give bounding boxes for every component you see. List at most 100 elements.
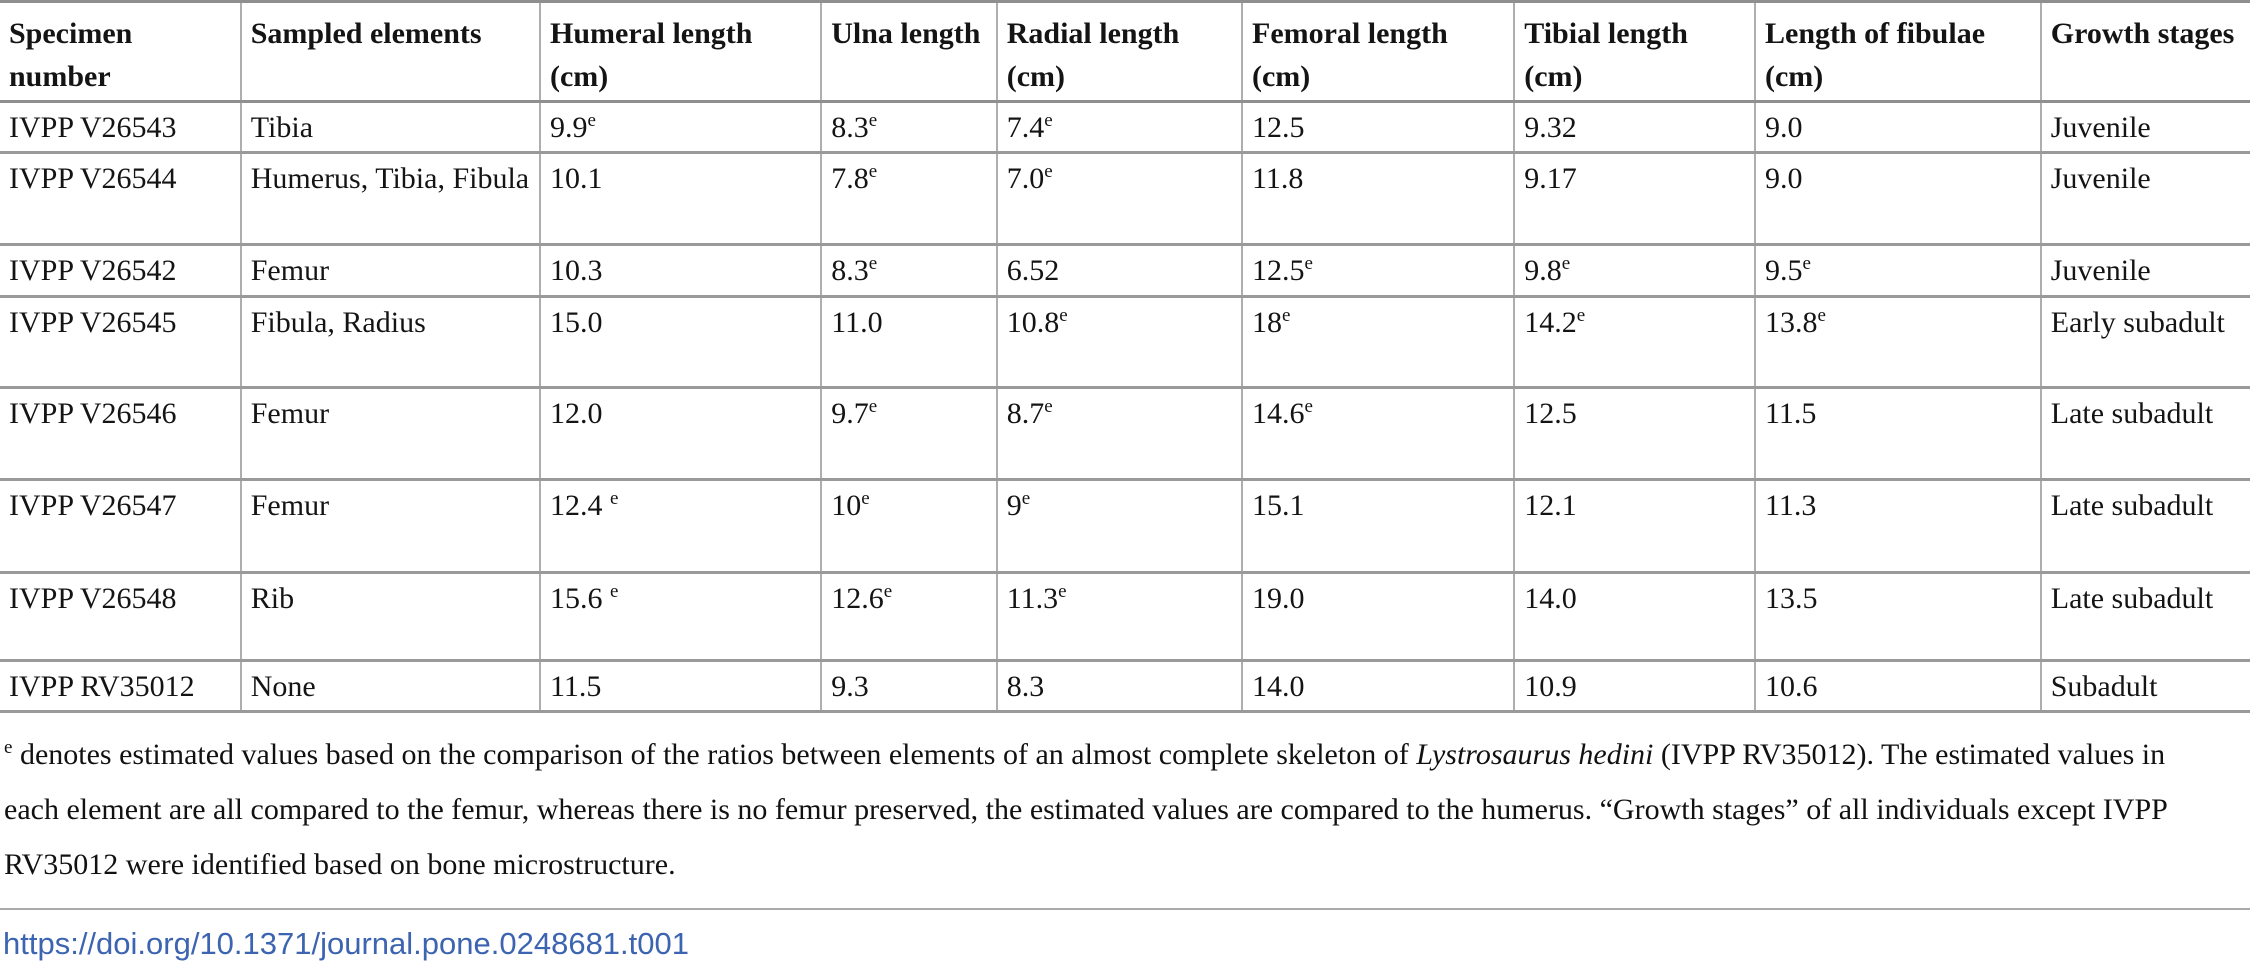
specimen-measurements-table: Specimen number Sampled elements Humeral l… <box>0 0 2250 713</box>
table-cell: 12.5 <box>1242 101 1516 153</box>
table-cell: 10.3 <box>540 244 823 297</box>
column-header: Specimen number <box>0 1 242 103</box>
table-cell: 8.3e <box>821 101 998 153</box>
table-cell: 9.7e <box>821 387 998 480</box>
table-cell: None <box>240 660 542 712</box>
cell-value: 9.7 <box>831 397 869 430</box>
cell-value: 14.2 <box>1524 306 1577 339</box>
footnote-text-before: denotes estimated values based on the co… <box>12 738 1417 771</box>
cell-value: 10.1 <box>550 162 603 195</box>
cell-value: 7.4 <box>1006 111 1045 144</box>
table-cell: 15.0 <box>540 296 823 388</box>
estimated-marker: e <box>868 110 878 131</box>
footer-divider <box>0 908 2250 910</box>
table-cell: 7.8e <box>821 152 998 245</box>
table-row: IVPP V26543 Tibia 9.9e 8.3e 7.4e 12.5 9.32 9.0 J… <box>0 101 2250 153</box>
cell-value: 10.9 <box>1524 670 1577 703</box>
cell-value: 8.3 <box>1006 670 1045 703</box>
table-cell: 9.0 <box>1755 101 2042 153</box>
estimated-marker: e <box>1561 253 1571 274</box>
cell-value: 11.8 <box>1252 162 1304 195</box>
cell-value: 14.6 <box>1252 397 1305 430</box>
table-row: IVPP V26546 Femur 12.0 9.7e 8.7e 14.6e 12.5 11.… <box>0 387 2250 480</box>
table-cell: 12.5e <box>1242 244 1516 297</box>
cell-value: Tibia <box>250 111 314 144</box>
cell-value: IVPP V26544 <box>9 162 177 195</box>
table-cell: 6.52 <box>996 244 1244 297</box>
table-cell: 18e <box>1242 296 1516 388</box>
cell-value: 9.0 <box>1765 162 1803 195</box>
table-cell: 14.0 <box>1514 572 1756 661</box>
cell-value: IVPP V26542 <box>9 254 177 287</box>
table-cell: 19.0 <box>1242 572 1516 661</box>
cell-value: 9.32 <box>1524 111 1577 144</box>
cell-value: 18 <box>1252 306 1282 339</box>
column-header: Radial length (cm) <box>996 1 1244 103</box>
cell-value: IVPP V26543 <box>9 111 177 144</box>
cell-value: IVPP V26547 <box>9 489 177 522</box>
cell-value: 8.7 <box>1006 397 1045 430</box>
estimated-marker: e <box>1058 581 1067 602</box>
table-cell: 13.5 <box>1755 572 2042 661</box>
doi-link[interactable]: https://doi.org/10.1371/journal.pone.024… <box>3 926 689 961</box>
column-header: Humeral length (cm) <box>540 1 823 103</box>
table-cell: 14.6e <box>1242 387 1516 480</box>
cell-value: 8.3 <box>831 254 869 287</box>
estimated-marker: e <box>883 581 893 602</box>
table-cell: 9.32 <box>1514 101 1756 153</box>
estimated-marker: e <box>1044 161 1053 182</box>
cell-value: 12.5 <box>1252 254 1305 287</box>
table-row: IVPP V26547 Femur 12.4 e 10e 9e 15.1 12.1 11.3 L… <box>0 479 2250 573</box>
cell-value: 7.8 <box>831 162 869 195</box>
column-header: Sampled elements <box>240 1 542 103</box>
cell-value: Fibula, Radius <box>250 306 426 339</box>
table-cell: IVPP V26547 <box>0 479 242 573</box>
estimated-marker: e <box>1304 396 1313 417</box>
table-row: IVPP V26545 Fibula, Radius 15.0 11.0 10.8e 18… <box>0 296 2250 388</box>
table-cell: Subadult <box>2041 661 2250 712</box>
cell-value: 9.8 <box>1524 254 1562 287</box>
cell-value: 15.6 <box>550 582 610 615</box>
table-cell: Humerus, Tibia, Fibula <box>240 152 542 245</box>
cell-value: Juvenile <box>2050 254 2151 287</box>
cell-value: 12.4 <box>550 489 610 522</box>
table-cell: 12.1 <box>1514 479 1756 573</box>
table-cell: 9.5e <box>1755 244 2042 297</box>
table-cell: 11.3 <box>1755 479 2042 573</box>
cell-value: 15.0 <box>550 306 603 339</box>
table-cell: Rib <box>240 572 542 661</box>
header-row: Specimen number Sampled elements Humeral l… <box>0 1 2250 103</box>
cell-value: Late subadult <box>2050 397 2214 430</box>
cell-value: 7.0 <box>1006 162 1045 195</box>
table-cell: 12.6e <box>821 572 998 661</box>
cell-value: 14.0 <box>1524 582 1577 615</box>
cell-value: 9.0 <box>1765 111 1803 144</box>
table-cell: 15.6 e <box>540 572 823 661</box>
estimated-marker: e <box>868 396 878 417</box>
cell-value: 12.1 <box>1524 489 1577 522</box>
table-cell: IVPP V26545 <box>0 296 242 388</box>
footnote: e denotes estimated values based on the … <box>0 713 2250 892</box>
estimated-marker: e <box>1282 305 1291 326</box>
table-cell: Fibula, Radius <box>240 296 542 388</box>
cell-value: 11.3 <box>1765 489 1817 522</box>
cell-value: IVPP RV35012 <box>9 670 195 703</box>
cell-value: None <box>250 670 316 703</box>
estimated-marker: e <box>1021 488 1031 509</box>
table-cell: 14.0 <box>1242 660 1516 712</box>
column-header: Growth stages <box>2040 1 2250 103</box>
cell-value: 8.3 <box>831 111 869 144</box>
footnote-text-after: (IVPP RV35012). The estimated values in … <box>4 738 2167 881</box>
table-cell: 10.6 <box>1755 660 2042 712</box>
column-header: Tibial length (cm) <box>1514 1 1756 103</box>
table-cell: Late subadult <box>2041 573 2250 661</box>
estimated-marker: e <box>1304 253 1313 274</box>
cell-value: 15.1 <box>1252 489 1305 522</box>
table-cell: IVPP V26544 <box>0 152 242 245</box>
table-cell: 12.4 e <box>540 479 823 573</box>
column-header: Length of fibulae (cm) <box>1755 1 2042 103</box>
table-cell: 8.7e <box>996 387 1244 480</box>
column-header: Femoral length (cm) <box>1242 1 1516 103</box>
table-cell: IVPP V26546 <box>0 387 242 480</box>
